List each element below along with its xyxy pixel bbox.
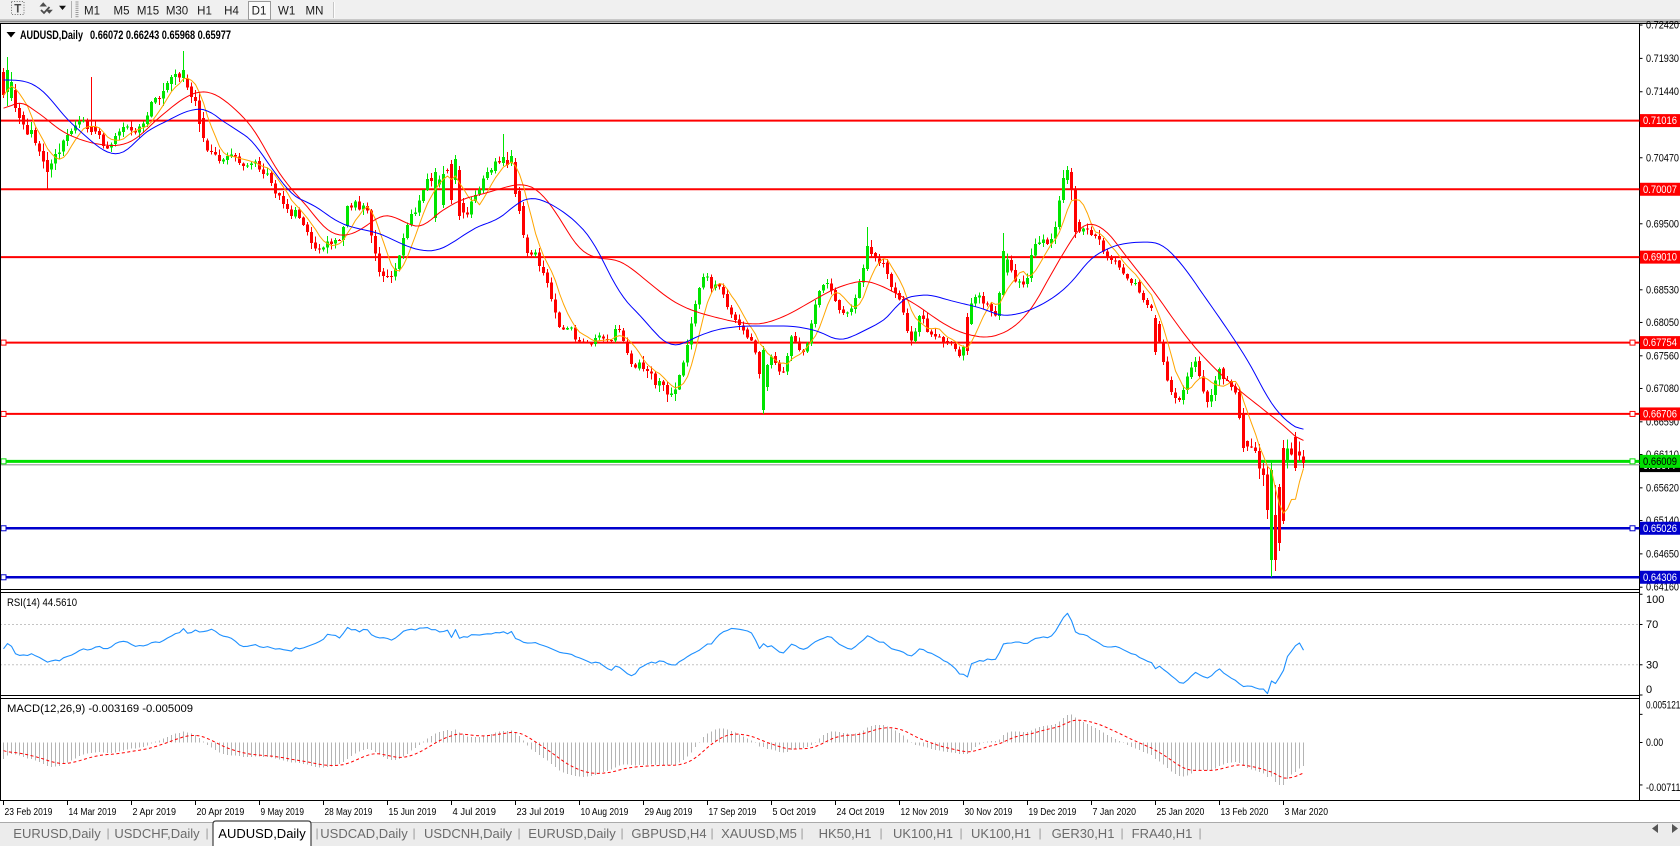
svg-text:H4: H4 — [224, 6, 239, 18]
svg-text:9 May 2019: 9 May 2019 — [261, 806, 305, 818]
svg-text:19 Dec 2019: 19 Dec 2019 — [1029, 806, 1077, 818]
svg-text:0.67560: 0.67560 — [1646, 350, 1679, 362]
svg-text:|: | — [1198, 826, 1201, 840]
svg-text:|: | — [205, 826, 208, 840]
svg-text:FRA40,H1: FRA40,H1 — [1132, 826, 1193, 841]
svg-text:W1: W1 — [278, 6, 295, 18]
svg-text:0.64650: 0.64650 — [1646, 548, 1679, 560]
svg-text:UK100,H1: UK100,H1 — [971, 826, 1031, 841]
svg-text:100: 100 — [1646, 594, 1664, 606]
svg-text:2 Apr 2019: 2 Apr 2019 — [133, 806, 177, 818]
svg-text:H1: H1 — [197, 6, 212, 18]
svg-text:0.72420: 0.72420 — [1646, 20, 1679, 32]
svg-text:0.64160: 0.64160 — [1646, 582, 1679, 594]
svg-text:0.71440: 0.71440 — [1646, 86, 1679, 98]
svg-text:7 Jan 2020: 7 Jan 2020 — [1093, 806, 1137, 818]
svg-text:10 Aug 2019: 10 Aug 2019 — [581, 806, 629, 818]
svg-text:M15: M15 — [137, 6, 159, 18]
svg-text:70: 70 — [1646, 619, 1658, 631]
svg-text:25 Jan 2020: 25 Jan 2020 — [1157, 806, 1205, 818]
svg-text:USDCHF,Daily: USDCHF,Daily — [114, 826, 200, 841]
svg-text:29 Aug 2019: 29 Aug 2019 — [645, 806, 693, 818]
svg-text:0.71930: 0.71930 — [1646, 53, 1679, 65]
svg-text:M5: M5 — [114, 6, 130, 18]
svg-text:AUDUSD,Daily: AUDUSD,Daily — [218, 826, 306, 841]
svg-text:0.71016: 0.71016 — [1643, 115, 1677, 127]
svg-text:0.68050: 0.68050 — [1646, 317, 1679, 329]
svg-text:0.68530: 0.68530 — [1646, 284, 1679, 296]
svg-text:AUDUSD,Daily: AUDUSD,Daily — [20, 30, 83, 42]
svg-text:|: | — [412, 826, 415, 840]
svg-text:23 Jul 2019: 23 Jul 2019 — [517, 806, 565, 818]
svg-text:0: 0 — [1646, 684, 1652, 696]
svg-text:EURUSD,Daily: EURUSD,Daily — [528, 826, 616, 841]
svg-text:15 Jun 2019: 15 Jun 2019 — [389, 806, 437, 818]
svg-text:12 Nov 2019: 12 Nov 2019 — [901, 806, 949, 818]
svg-text:14 Mar 2019: 14 Mar 2019 — [69, 806, 117, 818]
svg-text:GBPUSD,H4: GBPUSD,H4 — [631, 826, 706, 841]
svg-text:20 Apr 2019: 20 Apr 2019 — [197, 806, 245, 818]
svg-text:|: | — [1120, 826, 1123, 840]
svg-text:0.69500: 0.69500 — [1646, 218, 1679, 230]
svg-text:30: 30 — [1646, 659, 1658, 671]
svg-text:EURUSD,Daily: EURUSD,Daily — [13, 826, 101, 841]
svg-text:M30: M30 — [166, 6, 188, 18]
svg-text:24 Oct 2019: 24 Oct 2019 — [837, 806, 885, 818]
svg-text:0.005121: 0.005121 — [1646, 700, 1680, 712]
svg-text:17 Sep 2019: 17 Sep 2019 — [709, 806, 757, 818]
svg-text:0.66706: 0.66706 — [1643, 408, 1677, 420]
svg-text:0.66009: 0.66009 — [1643, 456, 1677, 468]
svg-text:|: | — [879, 826, 882, 840]
svg-text:MN: MN — [306, 6, 324, 18]
svg-text:0.64306: 0.64306 — [1643, 572, 1677, 584]
svg-text:UK100,H1: UK100,H1 — [893, 826, 953, 841]
svg-text:|: | — [800, 826, 803, 840]
svg-text:3 Mar 2020: 3 Mar 2020 — [1285, 806, 1329, 818]
svg-text:0.70470: 0.70470 — [1646, 152, 1679, 164]
svg-text:0.66072 0.66243 0.65968 0.6597: 0.66072 0.66243 0.65968 0.65977 — [90, 30, 231, 42]
svg-text:28 May 2019: 28 May 2019 — [325, 806, 373, 818]
svg-text:D1: D1 — [252, 6, 267, 18]
svg-text:RSI(14) 44.5610: RSI(14) 44.5610 — [7, 597, 77, 609]
svg-text:|: | — [517, 826, 520, 840]
svg-text:USDCAD,Daily: USDCAD,Daily — [320, 826, 408, 841]
svg-text:XAUUSD,M5: XAUUSD,M5 — [721, 826, 797, 841]
svg-text:0.65620: 0.65620 — [1646, 482, 1679, 494]
svg-text:|: | — [1038, 826, 1041, 840]
svg-text:GER30,H1: GER30,H1 — [1052, 826, 1115, 841]
svg-text:5 Oct 2019: 5 Oct 2019 — [773, 806, 817, 818]
svg-text:0.67080: 0.67080 — [1646, 383, 1679, 395]
svg-text:0.65026: 0.65026 — [1643, 523, 1677, 535]
svg-text:|: | — [620, 826, 623, 840]
svg-text:HK50,H1: HK50,H1 — [819, 826, 872, 841]
svg-text:T: T — [14, 4, 21, 16]
svg-text:|: | — [959, 826, 962, 840]
svg-text:-0.00711: -0.00711 — [1646, 782, 1680, 794]
svg-text:30 Nov 2019: 30 Nov 2019 — [965, 806, 1013, 818]
svg-text:USDCNH,Daily: USDCNH,Daily — [424, 826, 513, 841]
svg-text:0.69010: 0.69010 — [1643, 252, 1677, 264]
svg-text:M1: M1 — [84, 6, 100, 18]
svg-text:23 Feb 2019: 23 Feb 2019 — [5, 806, 53, 818]
svg-text:|: | — [710, 826, 713, 840]
svg-text:MACD(12,26,9) -0.003169 -0.005: MACD(12,26,9) -0.003169 -0.005009 — [7, 703, 193, 715]
svg-text:|: | — [315, 826, 318, 840]
svg-text:|: | — [106, 826, 109, 840]
svg-text:13 Feb 2020: 13 Feb 2020 — [1221, 806, 1269, 818]
svg-text:4 Jul 2019: 4 Jul 2019 — [453, 806, 497, 818]
svg-text:0.00: 0.00 — [1646, 737, 1663, 749]
svg-text:0.70007: 0.70007 — [1643, 184, 1677, 196]
svg-text:0.67754: 0.67754 — [1643, 337, 1677, 349]
